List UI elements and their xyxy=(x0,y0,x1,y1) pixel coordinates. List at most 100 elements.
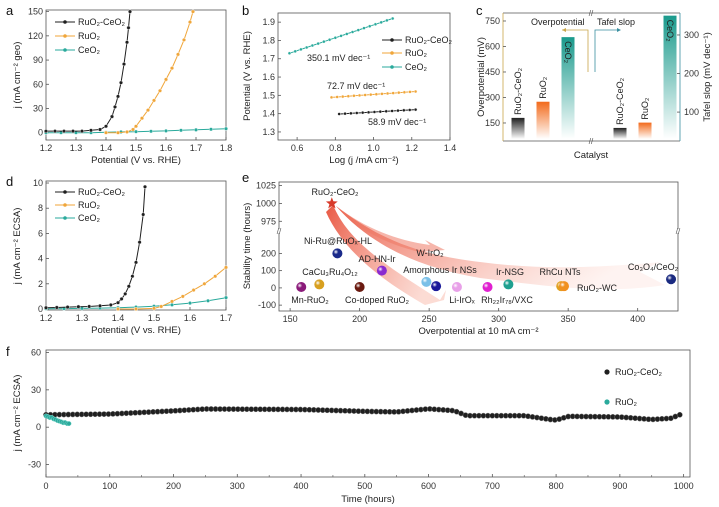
data-point xyxy=(191,288,196,293)
data-point xyxy=(108,302,113,307)
data-point xyxy=(141,212,146,217)
x-tick-label: 1.6 xyxy=(160,143,173,153)
x-tick-label: 300 xyxy=(230,481,245,491)
y-axis-label: j (mA cm⁻² geo) xyxy=(12,42,23,110)
data-point xyxy=(169,66,174,71)
overpotential-annotation: Overpotential xyxy=(531,17,585,27)
data-point xyxy=(187,20,192,25)
data-point-sphere xyxy=(314,279,325,290)
x-tick-label: 600 xyxy=(421,481,436,491)
legend-label: RuO₂ xyxy=(78,31,101,41)
y-tick-label: 0 xyxy=(38,304,43,314)
data-point xyxy=(103,130,108,135)
x-tick-label: 1.5 xyxy=(130,143,143,153)
y-tick-label: 60 xyxy=(33,79,43,89)
data-point xyxy=(384,109,388,114)
data-point xyxy=(339,34,343,38)
y-axis-label: Stability time (hours) xyxy=(242,203,253,290)
x-tick-label: 0.8 xyxy=(329,143,342,153)
x-tick-label: 300 xyxy=(491,314,506,324)
data-point xyxy=(363,93,367,97)
data-point xyxy=(169,302,174,307)
data-point xyxy=(676,411,683,418)
legend-marker xyxy=(390,65,394,69)
point-label: RuO₂-WC xyxy=(577,283,617,293)
data-point-sphere xyxy=(451,282,462,293)
data-point xyxy=(133,129,138,134)
y-tick-label: 8 xyxy=(38,203,43,213)
legend-label: RuO₂ xyxy=(405,48,428,58)
panel-e: // // 150 200 250 300 350 400 -100 0 100 200 975 1000… xyxy=(242,181,682,337)
x-axis-label: Overpotential at 10 mA cm⁻² xyxy=(418,326,538,337)
point-label: CaCu₃Ru₄O₁₂ xyxy=(302,267,358,277)
y-tick-label: 10 xyxy=(33,178,43,188)
data-point xyxy=(366,110,371,115)
data-point xyxy=(372,110,377,114)
y-tick-label: 1.6 xyxy=(262,72,275,82)
data-point xyxy=(390,16,395,21)
bar-label: RuO₂-CeO₂ xyxy=(615,77,625,125)
data-point xyxy=(97,303,102,308)
axis-break-gap xyxy=(275,229,283,233)
bar-tafel-slope-0 xyxy=(613,127,627,139)
data-point xyxy=(299,47,303,52)
data-point xyxy=(390,109,394,113)
data-point xyxy=(337,112,341,116)
x-axis-label: Potential (V vs. RHE) xyxy=(91,325,181,336)
point-label: Co₃O₄/CeO₂ xyxy=(628,262,679,272)
data-point xyxy=(213,274,218,279)
legend-item: RuO₂-CeO₂ xyxy=(382,35,453,45)
legend-item: CeO₂ xyxy=(55,45,101,55)
data-point xyxy=(44,129,49,134)
data-point xyxy=(123,291,128,296)
arrowhead-icon xyxy=(562,28,566,32)
data-point-sphere xyxy=(421,276,432,287)
point-label: RuO₂-CeO₂ xyxy=(312,187,360,197)
data-point xyxy=(88,128,93,133)
data-point xyxy=(53,129,58,134)
bar-tafel-slope-2 xyxy=(663,15,677,140)
data-point xyxy=(349,111,353,116)
point-label: Mn-RuO₂ xyxy=(291,295,329,305)
data-point xyxy=(115,306,120,311)
point-label: Ni-Ru@RuOₓ-HL xyxy=(304,236,372,246)
axis-break-icon: // xyxy=(277,227,282,236)
y-axis-label-right: Tafel slop (mV dec⁻¹) xyxy=(702,32,713,122)
data-point xyxy=(310,43,315,48)
point-label: W-IrO₂ xyxy=(416,248,444,258)
x-tick-label: 800 xyxy=(549,481,564,491)
x-axis-label: Catalyst xyxy=(574,150,609,161)
x-tick-label: 1.6 xyxy=(184,313,197,323)
y-tick-label: 150 xyxy=(485,118,500,128)
y-tick-label: 975 xyxy=(261,216,276,226)
x-tick-label: 350 xyxy=(561,314,576,324)
data-point xyxy=(76,304,81,309)
y-tick-label: 60 xyxy=(31,347,41,357)
data-point xyxy=(316,41,320,46)
legend-label: RuO₂-CeO₂ xyxy=(78,17,126,27)
data-point xyxy=(62,129,67,134)
x-tick-label: 700 xyxy=(485,481,500,491)
data-point xyxy=(133,260,138,265)
data-point xyxy=(402,108,406,112)
bar-label: CeO₂ xyxy=(665,20,675,43)
y-tick-label: 750 xyxy=(485,16,500,26)
point-label: Ir-NSG xyxy=(496,267,524,277)
panel-letter: e xyxy=(242,170,249,185)
x-tick-label: 1.4 xyxy=(444,143,457,153)
y-tick-label: 1.5 xyxy=(262,90,275,100)
x-tick-label: 200 xyxy=(352,314,367,324)
y-tick-label: 1.4 xyxy=(262,109,275,119)
data-point-sphere xyxy=(503,279,514,290)
y-tick-label: 300 xyxy=(485,92,500,102)
y-tick-label: 1.8 xyxy=(262,35,275,45)
panel-c: // // 150 300 450 600 750 100 200 300 RuO₂-CeO₂ RuO… xyxy=(476,9,713,161)
bar-overpotential-2 xyxy=(561,37,575,139)
y-axis-label: j (mA cm⁻² ECSA) xyxy=(12,375,23,453)
panel-d: 1.2 1.3 1.4 1.5 1.6 1.7 0 2 4 6 8 10 RuO₂-CeO₂ RuO₂ Ce… xyxy=(12,178,232,336)
x-tick-label: 0.6 xyxy=(291,143,304,153)
data-point xyxy=(103,124,108,129)
data-point xyxy=(145,108,150,113)
panel-b-frame xyxy=(277,12,451,141)
data-point xyxy=(151,98,156,103)
